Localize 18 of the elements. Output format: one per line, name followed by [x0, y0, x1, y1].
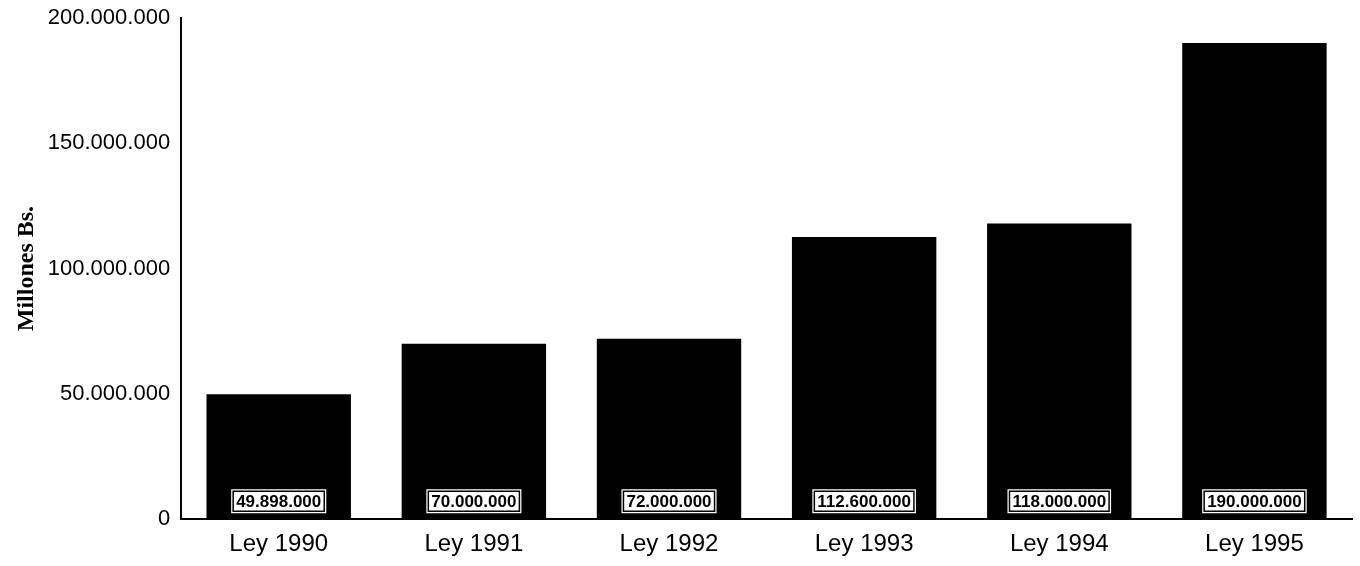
data-label: 72.000.000	[626, 491, 712, 511]
data-label: 49.898.000	[236, 491, 322, 511]
x-tick-label: Ley 1991	[424, 529, 524, 557]
x-tick-label: Ley 1995	[1205, 529, 1304, 557]
y-tick-label: 50.000.000	[60, 379, 171, 405]
y-tick-label: 0	[157, 505, 171, 531]
y-tick-label: 100.000.000	[47, 254, 171, 280]
y-tick-label: 200.000.000	[47, 4, 171, 30]
x-tick-label: Ley 1990	[229, 529, 329, 557]
data-label: 190.000.000	[1207, 491, 1302, 511]
data-label: 112.600.000	[817, 491, 911, 511]
x-tick-label: Ley 1994	[1009, 529, 1109, 557]
data-label: 118.000.000	[1012, 491, 1107, 511]
y-axis-title: Millones Bs.	[11, 205, 38, 332]
data-label: 70.000.000	[431, 491, 517, 511]
x-tick-label: Ley 1993	[814, 529, 914, 557]
y-tick-label: 150.000.000	[47, 129, 171, 155]
x-tick-label: Ley 1992	[619, 529, 719, 557]
